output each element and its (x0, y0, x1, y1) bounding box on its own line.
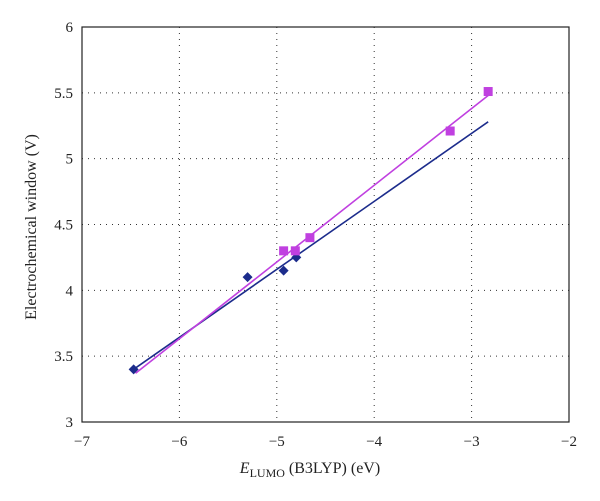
x-tick-label: −6 (171, 434, 187, 450)
plot-frame (81, 26, 570, 423)
x-tick-labels: −7 −6 −5 −4 −3 −2 (74, 434, 577, 450)
square-point (279, 246, 289, 256)
y-tick-label: 6 (66, 20, 74, 36)
y-tick-label: 4 (66, 283, 74, 299)
x-tick-label: −3 (464, 434, 480, 450)
square-point (290, 246, 300, 256)
x-axis-label-sub: LUMO (250, 466, 286, 480)
square-point (483, 87, 493, 97)
x-tick-label: −2 (561, 434, 577, 450)
x-tick-label: −7 (74, 434, 90, 450)
y-axis-label: Electrochemical window (V) (23, 134, 40, 320)
square-point (305, 233, 315, 243)
y-tick-label: 3.5 (54, 349, 73, 365)
diamond-point (128, 364, 139, 375)
diamond-point (278, 265, 289, 276)
x-tick-label: −5 (269, 434, 285, 450)
x-axis-label-main: E (239, 460, 250, 477)
data-points (128, 87, 493, 375)
diamond-point (242, 272, 253, 283)
x-axis-label: ELUMO (B3LYP) (eV) (239, 460, 380, 480)
x-axis-label-rest: (B3LYP) (eV) (285, 460, 380, 477)
y-tick-label: 3 (66, 415, 74, 431)
y-tick-label: 5 (66, 152, 74, 168)
y-tick-label: 5.5 (54, 86, 73, 102)
square-point (445, 126, 455, 136)
y-tick-labels: 3 3.5 4 4.5 5 5.5 6 (54, 20, 73, 431)
y-tick-label: 4.5 (54, 218, 73, 234)
x-tick-label: −4 (366, 434, 382, 450)
